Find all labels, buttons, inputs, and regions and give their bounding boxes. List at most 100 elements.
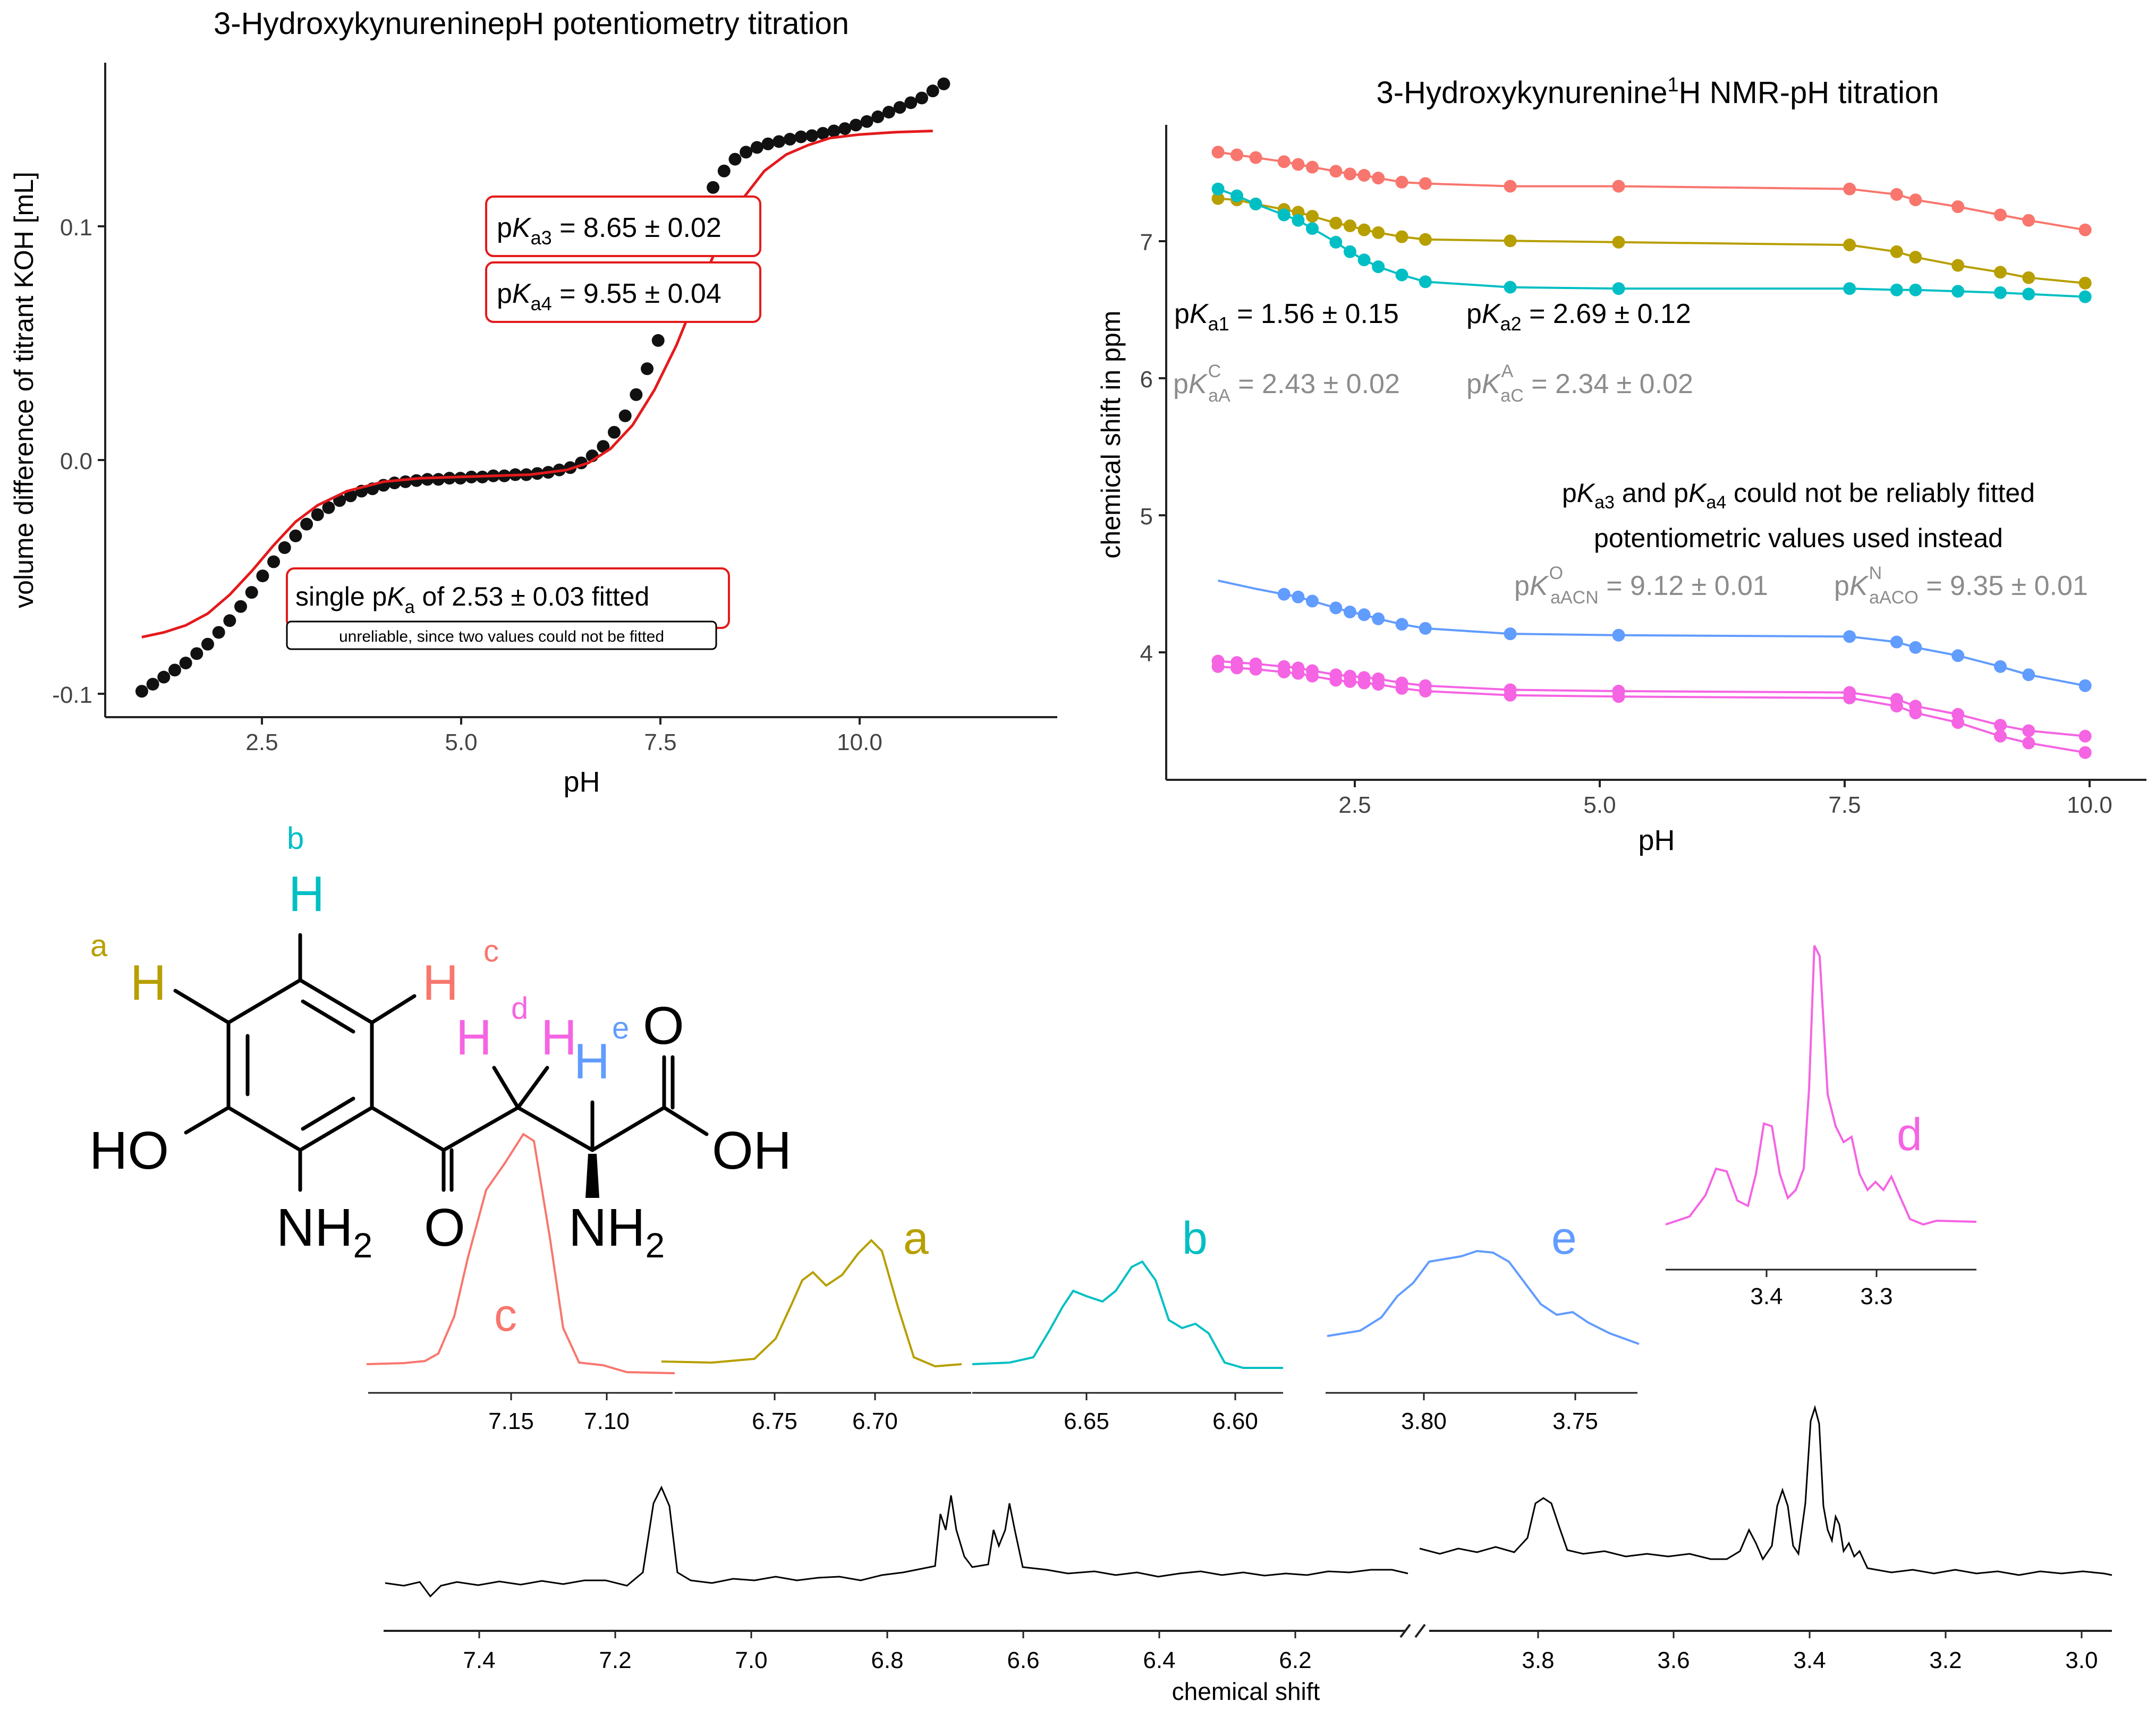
atom-OH: OH [712,1121,792,1180]
p1-data-point [223,614,236,627]
p2-ytick-label: 4 [1140,641,1153,667]
p2-point-b [1419,275,1432,288]
inset-e-ticklabel: 3.80 [1401,1408,1447,1434]
p2-point-a [1305,210,1319,223]
p2-point-d2 [1249,662,1262,676]
inset-c-ticklabel: 7.10 [584,1408,630,1434]
p2-point-c [1249,151,1262,164]
p1-data-point [740,146,753,159]
inset-b-spectrum [972,1260,1283,1369]
p2-point-c [1951,200,1965,214]
p2-point-d2 [1994,729,2007,743]
p1-data-point [728,152,742,166]
p2-point-e [1504,627,1517,641]
p2-point-e [2022,668,2035,682]
atom-H-d1: H [456,1009,492,1065]
p2-xtick-label: 7.5 [1828,792,1861,818]
p2-point-b [1890,283,1903,296]
p2-point-c [1230,148,1244,161]
p2-point-e [1951,649,1965,662]
inset-d-ticklabel: 3.4 [1750,1283,1782,1309]
inset-b-label: b [1182,1213,1208,1264]
p1-data-point [794,130,808,143]
atom-H-e: H [574,1033,610,1089]
p1-data-point [267,555,281,568]
bond [370,1105,446,1152]
p2-point-d2 [1419,685,1432,698]
p2-point-b [1277,208,1291,222]
p1-data-point [915,91,928,105]
bond [298,978,374,1025]
bond-to-Ha [173,989,231,1025]
p2-point-d2 [1230,661,1244,675]
p2-ytick-label: 5 [1140,504,1153,530]
p2-point-e [1395,618,1408,631]
p1-xtick-label: 7.5 [644,729,676,755]
spectrum-left-trace [385,1485,1408,1598]
unreliable-box [286,620,717,650]
spectrum-x-axis-title: chemical shift [1172,1678,1320,1705]
p1-data-point [717,164,731,177]
inset-c-spectrum [366,1133,675,1374]
p1-data-point [432,473,445,486]
bond-to-Hd [516,1066,549,1110]
inset-d: d 3.4 3.3 [1665,945,1977,1309]
p2-point-a [1504,234,1517,248]
p2-point-c [1909,193,1922,207]
p1-data-point [838,122,852,135]
p1-data-point [256,569,269,583]
p1-data-point [608,426,621,439]
inset-b-ticklabel: 6.60 [1212,1408,1258,1434]
p1-data-point [641,362,654,376]
atom-H-d2: H [541,1009,577,1065]
p2-point-d2 [1504,688,1517,702]
p2-point-d2 [1843,691,1856,704]
p2-point-d2 [1292,667,1305,680]
p2-point-e [1890,635,1903,649]
p2-point-d2 [1329,674,1343,687]
inset-d-spectrum [1665,945,1977,1226]
p2-point-b [1230,189,1244,202]
p1-data-point [410,474,423,487]
p1-data-point [311,508,324,521]
p1-data-point [157,670,171,684]
p1-data-point [860,115,873,128]
p2-point-b [1211,182,1225,195]
p2-point-c [2022,214,2035,227]
p2-point-c [2078,223,2092,236]
spectrum-ticklabel: 7.0 [735,1647,767,1673]
molecule-structure [173,933,709,1198]
potentiometry-title: 3-HydroxykynureninepH potentiometry titr… [214,6,849,41]
p1-y-axis-title: volume difference of titrant KOH [mL] [9,172,39,608]
p1-ytick-label: 0.1 [60,215,92,241]
p1-data-point [618,409,632,422]
bond-to-Hd [492,1066,520,1110]
p1-xtick-label: 5.0 [445,729,477,755]
p2-point-a [1211,192,1225,205]
p2-point-d2 [1372,678,1385,691]
p2-point-d2 [1305,669,1319,683]
p1-ytick-label: 0.0 [60,448,92,474]
p2-point-d2 [1909,707,1922,720]
p2-point-d2 [2022,736,2035,750]
p2-y-axis-title: chemical shift in ppm [1096,311,1126,559]
bond [226,1105,302,1152]
atom-NH2-ring: NH2 [276,1198,372,1265]
wedge-bond [585,1154,599,1198]
p2-point-a [1329,216,1343,229]
bond [226,978,302,1025]
p2-point-e [1909,641,1922,654]
spectrum-ticklabel: 7.2 [599,1647,631,1673]
proton-label-e: e [612,1011,629,1045]
p1-data-point [937,77,950,90]
p2-point-d1 [2078,729,2092,743]
bond [590,1105,666,1152]
p2-point-a [1372,226,1385,239]
spectrum-ticklabel: 6.6 [1007,1647,1039,1673]
bond-to-OH [662,1105,709,1136]
spectrum-ticklabel: 6.2 [1279,1647,1311,1673]
p1-data-point [322,501,335,514]
p2-point-d2 [1357,676,1371,690]
p2-point-e [1343,606,1356,619]
